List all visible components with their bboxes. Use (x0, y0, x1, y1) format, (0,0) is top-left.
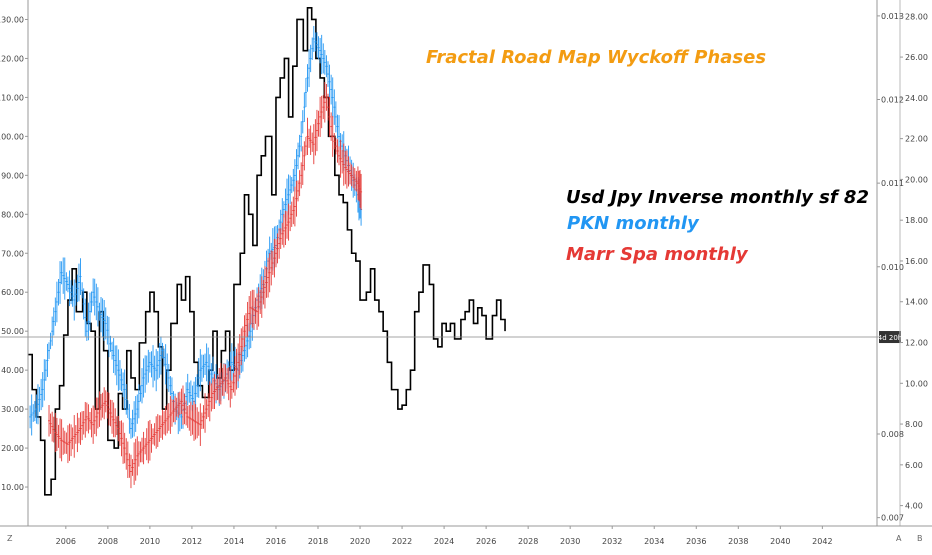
corner-label-a[interactable]: A (896, 534, 902, 543)
x-tick-label: 2030 (560, 537, 580, 546)
right-tick-label: 20.00 (905, 175, 928, 184)
legend-entry-pkn: PKN monthly (567, 213, 700, 234)
right-tick-label: 4.00 (905, 502, 923, 511)
right-tick-label: 6.00 (905, 461, 923, 470)
right-tick-label: 14.00 (905, 298, 928, 307)
current-level-badge (879, 331, 901, 344)
mid-tick-label: 0.011 (881, 179, 904, 188)
corner-label-b[interactable]: B (917, 534, 923, 543)
legend-entry-marr: Marr Spa monthly (566, 244, 749, 265)
series-marr (48, 82, 363, 489)
right-tick-label: 16.00 (905, 257, 928, 266)
x-tick-label: 2016 (266, 537, 286, 546)
current-level-label: 4d 20h (878, 334, 902, 342)
x-tick-label: 2026 (476, 537, 496, 546)
x-tick-label: 2028 (518, 537, 538, 546)
right-tick-label: 22.00 (905, 135, 928, 144)
right-tick-label: 8.00 (905, 420, 923, 429)
x-tick-label: 2038 (728, 537, 748, 546)
left-tick-label: 60.00 (1, 288, 24, 297)
right-tick-label: 24.00 (905, 94, 928, 103)
left-tick-label: 90.00 (1, 171, 24, 180)
left-tick-label: 100.00 (0, 132, 24, 141)
right-tick-label: 18.00 (905, 216, 928, 225)
x-tick-label: 2014 (224, 537, 244, 546)
overlay-layer: 4d 20h (0, 331, 902, 344)
x-tick-label: 2018 (308, 537, 328, 546)
left-tick-label: 30.00 (1, 405, 24, 414)
mid-tick-label: 0.012 (881, 96, 904, 105)
left-tick-label: 80.00 (1, 210, 24, 219)
x-tick-label: 2024 (434, 537, 454, 546)
left-tick-label: 110.00 (0, 93, 24, 102)
legend-entry-usdjpy: Usd Jpy Inverse monthly sf 82 (566, 187, 869, 208)
left-tick-label: 40.00 (1, 366, 24, 375)
x-tick-label: 2040 (770, 537, 790, 546)
mid-tick-label: 0.008 (881, 430, 904, 439)
left-tick-label: 130.00 (0, 15, 24, 24)
x-tick-label: 2042 (812, 537, 832, 546)
text-layer: Fractal Road Map Wyckoff Phases Usd Jpy … (7, 47, 923, 543)
x-tick-label: 2022 (392, 537, 412, 546)
x-tick-label: 2008 (98, 537, 118, 546)
left-tick-label: 50.00 (1, 327, 24, 336)
right-tick-label: 12.00 (905, 339, 928, 348)
mid-tick-label: 0.007 (881, 514, 904, 523)
x-tick-label: 2020 (350, 537, 370, 546)
x-tick-label: 2006 (56, 537, 76, 546)
left-tick-label: 70.00 (1, 249, 24, 258)
chart-title: Fractal Road Map Wyckoff Phases (426, 47, 766, 68)
x-tick-label: 2034 (644, 537, 664, 546)
corner-label-z[interactable]: Z (7, 534, 13, 543)
x-tick-label: 2036 (686, 537, 706, 546)
series-line-usdjpy (28, 6, 506, 496)
left-tick-label: 10.00 (1, 483, 24, 492)
mid-tick-label: 0.010 (881, 263, 904, 272)
right-tick-label: 10.00 (905, 379, 928, 388)
left-tick-label: 120.00 (0, 54, 24, 63)
x-tick-label: 2010 (140, 537, 160, 546)
x-tick-label: 2032 (602, 537, 622, 546)
right-tick-label: 26.00 (905, 53, 928, 62)
series-layer (28, 6, 506, 496)
x-tick-label: 2012 (182, 537, 202, 546)
mid-tick-label: 0.013 (881, 12, 904, 21)
right-tick-label: 28.00 (905, 12, 928, 21)
left-tick-label: 20.00 (1, 444, 24, 453)
